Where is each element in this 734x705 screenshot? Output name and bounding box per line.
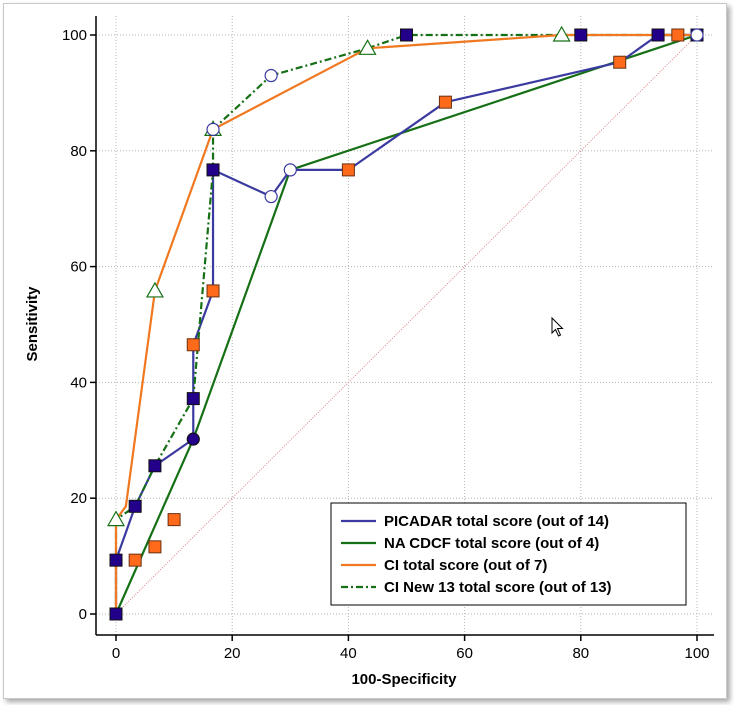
x-tick-label-0: 0 (112, 645, 120, 662)
x-tick-label-4: 80 (572, 645, 589, 662)
data-marker-2 (148, 459, 162, 473)
data-marker-1 (128, 499, 142, 513)
data-marker-29 (109, 607, 123, 621)
data-marker-23 (206, 122, 220, 136)
y-axis-title: Sensitivity (24, 286, 41, 362)
legend-label-0: PICADAR total score (out of 14) (384, 513, 609, 530)
axes: 0 20 40 60 80 100 0 20 40 60 80 100 (62, 16, 714, 662)
x-tick-label-3: 60 (456, 645, 473, 662)
data-marker-26 (283, 163, 297, 177)
x-tick-label-2: 40 (340, 645, 357, 662)
legend-label-1: NA CDCF total score (out of 4) (384, 535, 599, 552)
data-marker-16 (613, 55, 627, 69)
data-marker-22 (552, 25, 571, 42)
data-marker-25 (264, 189, 278, 204)
data-markers (106, 25, 704, 621)
data-marker-24 (264, 68, 278, 83)
legend-box (330, 502, 687, 606)
y-tick-label-1: 20 (70, 490, 87, 507)
series-line-1 (114, 33, 698, 615)
y-tick-label-0: 0 (79, 606, 87, 623)
y-tick-label-2: 40 (70, 374, 87, 391)
data-marker-15 (438, 95, 452, 109)
data-marker-12 (186, 338, 200, 352)
data-marker-21 (358, 39, 377, 55)
data-marker-10 (148, 540, 162, 554)
data-marker-4 (206, 163, 220, 177)
legend-label-2: CI total score (out of 7) (384, 557, 547, 574)
x-tick-label-5: 100 (684, 645, 709, 662)
data-marker-9 (128, 553, 142, 567)
mouse-cursor-icon (551, 316, 564, 337)
reference-diagonal-line (115, 34, 698, 615)
x-tick-label-1: 20 (224, 645, 241, 662)
legend: PICADAR total score (out of 14) NA CDCF t… (330, 502, 687, 606)
data-marker-3 (186, 392, 200, 406)
y-tick-label-5: 100 (62, 27, 87, 44)
data-marker-13 (206, 284, 220, 298)
legend-label-3: CI New 13 total score (out of 13) (384, 579, 612, 596)
data-marker-14 (341, 163, 355, 177)
data-marker-19 (145, 281, 164, 298)
data-marker-27 (690, 28, 704, 42)
data-marker-0 (109, 553, 123, 567)
data-marker-11 (167, 513, 181, 527)
x-axis-title: 100-Specificity (351, 671, 457, 688)
y-tick-label-3: 60 (70, 259, 87, 276)
data-marker-7 (651, 28, 665, 42)
reference-diagonal (115, 34, 698, 615)
data-marker-5 (400, 28, 413, 42)
y-tick-label-4: 80 (70, 143, 87, 160)
series-line-3 (114, 33, 697, 614)
data-marker-28 (186, 432, 200, 446)
data-marker-17 (671, 28, 685, 42)
data-marker-18 (106, 510, 126, 527)
data-marker-6 (574, 28, 588, 42)
